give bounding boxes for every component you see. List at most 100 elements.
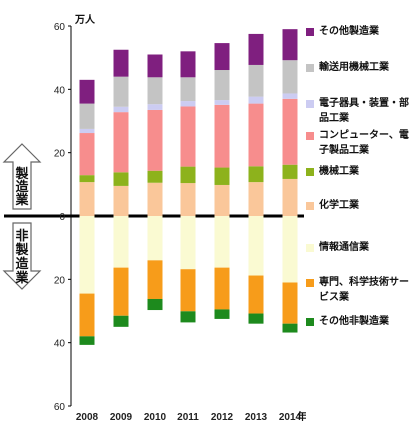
- bar-segment: [79, 79, 95, 104]
- bar-segment: [180, 106, 196, 167]
- legend-swatch: [306, 202, 314, 210]
- legend-label: コンピューター、電子製品工業: [319, 130, 409, 156]
- bar-segment: [248, 275, 264, 314]
- bar-segment: [248, 103, 264, 167]
- bar-segment: [180, 183, 196, 216]
- x-tick-label: 2012: [211, 412, 234, 423]
- y-tick-label: 0: [59, 212, 65, 223]
- legend-item: コンピューター、電子製品工業: [306, 128, 418, 158]
- bar-segment: [282, 98, 298, 165]
- x-tick-label: 2010: [144, 412, 167, 423]
- legend-swatch: [306, 318, 314, 326]
- legend-swatch: [306, 132, 314, 140]
- bar-segment: [79, 175, 95, 183]
- bar-segment: [113, 267, 129, 316]
- legend-label: 情報通信業: [319, 242, 369, 253]
- bar-segment: [147, 54, 163, 78]
- bar-segment: [282, 323, 298, 333]
- bar-segment: [79, 103, 95, 129]
- legend-label: その他製造業: [319, 26, 379, 37]
- bar-segment: [282, 29, 298, 61]
- arrow-label-char: 製: [14, 242, 28, 258]
- bar-segment: [180, 77, 196, 102]
- bar-segment: [113, 185, 129, 216]
- legend-swatch: [306, 279, 314, 287]
- y-tick-label: 60: [54, 22, 66, 33]
- bar-segment: [214, 216, 230, 268]
- bar-segment: [248, 33, 264, 65]
- bar-segment: [248, 96, 264, 104]
- bar-segment: [147, 182, 163, 216]
- bar-segment: [248, 216, 264, 276]
- y-tick-label: 20: [54, 149, 66, 160]
- x-unit-suffix: 年: [297, 410, 306, 423]
- bar-segment: [113, 76, 129, 107]
- bar-segment: [214, 104, 230, 168]
- legend-label: 輸送用機械工業: [319, 62, 389, 73]
- legend-item: その他非製造業: [306, 314, 418, 329]
- legend-item: 専門、科学技術サービス業: [306, 275, 418, 305]
- legend-item: 電子器具・装置・部品工業: [306, 96, 418, 126]
- x-tick-label: 2008: [76, 412, 99, 423]
- unit-label: 万人: [74, 13, 96, 26]
- bar-segment: [147, 104, 163, 110]
- arrow-label-char: 業: [14, 270, 29, 286]
- legend-label: 電子器具・装置・部品工業: [319, 98, 409, 124]
- legend: その他製造業 輸送用機械工業電子器具・装置・部品工業 コンピューター、電子製品工業機…: [306, 0, 420, 436]
- arrow-label-char: 造: [15, 256, 29, 272]
- bar-segment: [214, 184, 230, 216]
- legend-swatch: [306, 28, 314, 36]
- bar-segment: [214, 267, 230, 310]
- bar-segment: [113, 106, 129, 113]
- bar-segment: [113, 315, 129, 327]
- bar-segment: [180, 101, 196, 107]
- bar-segment: [248, 166, 264, 183]
- arrow-label-char: 製: [14, 166, 28, 182]
- arrow-label-char: 非: [15, 228, 28, 244]
- bar-segment: [180, 51, 196, 78]
- bar-segment: [79, 216, 95, 294]
- legend-item: 化学工業: [306, 198, 418, 213]
- bar-segment: [214, 70, 230, 101]
- legend-swatch: [306, 64, 314, 72]
- legend-swatch: [306, 168, 314, 176]
- bar-segment: [180, 166, 196, 184]
- x-tick-label: 2014: [279, 412, 302, 423]
- bar-segment: [147, 109, 163, 171]
- bar-segment: [79, 336, 95, 345]
- legend-label: 専門、科学技術サービス業: [319, 277, 409, 303]
- bar-segment: [214, 309, 230, 319]
- legend-swatch: [306, 100, 314, 108]
- x-tick-label: 2009: [110, 412, 133, 423]
- y-tick-label: 60: [54, 402, 66, 413]
- y-tick-label: 40: [54, 85, 66, 96]
- bar-segment: [147, 216, 163, 261]
- bar-segment: [147, 77, 163, 105]
- bar-segment: [79, 182, 95, 216]
- legend-label: その他非製造業: [319, 316, 389, 327]
- bar-segment: [282, 282, 298, 324]
- x-tick-label: 2011: [177, 412, 199, 423]
- bar-segment: [147, 260, 163, 299]
- legend-item: 情報通信業: [306, 240, 418, 255]
- legend-item: 輸送用機械工業: [306, 60, 418, 75]
- legend-label: 機械工業: [319, 166, 359, 177]
- bar-segment: [214, 100, 230, 105]
- bar-segment: [79, 133, 95, 176]
- bar-segment: [214, 167, 230, 185]
- bar-segment: [180, 311, 196, 323]
- bar-segment: [248, 64, 264, 97]
- bar-segment: [79, 128, 95, 134]
- bar-segment: [147, 298, 163, 311]
- bar-segment: [180, 269, 196, 312]
- bar-segment: [180, 216, 196, 270]
- y-tick-label: 20: [54, 275, 66, 286]
- bar-segment: [214, 43, 230, 71]
- arrow-label-char: 業: [14, 192, 29, 208]
- bar-segment: [113, 112, 129, 173]
- bar-segment: [282, 178, 298, 216]
- bar-segment: [282, 216, 298, 283]
- legend-item: その他製造業: [306, 24, 418, 39]
- legend-label: 化学工業: [319, 200, 359, 211]
- bar-segment: [113, 172, 129, 186]
